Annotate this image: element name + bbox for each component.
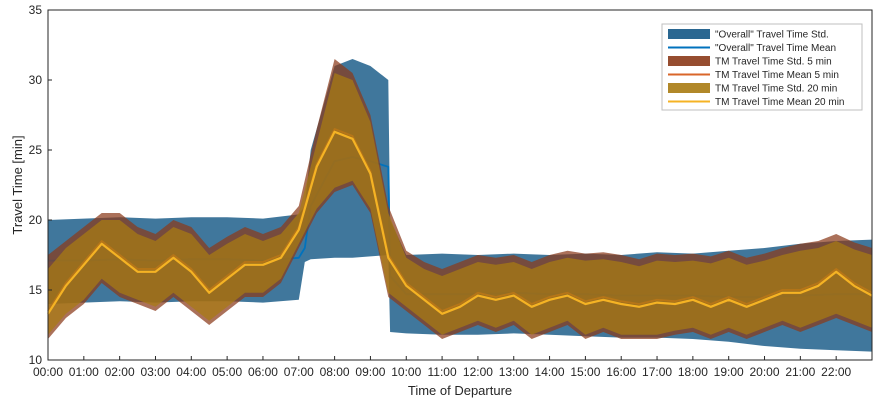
series-band-4 bbox=[48, 73, 872, 335]
legend-label: TM Travel Time Std. 20 min bbox=[715, 84, 837, 95]
legend-swatch bbox=[668, 56, 710, 66]
x-tick-label: 20:00 bbox=[750, 365, 780, 379]
y-tick-label: 15 bbox=[29, 283, 43, 297]
x-axis-title: Time of Departure bbox=[408, 383, 512, 398]
legend-swatch bbox=[668, 29, 710, 39]
x-tick-label: 11:00 bbox=[428, 365, 457, 379]
y-tick-label: 25 bbox=[29, 143, 43, 157]
legend-label: "Overall" Travel Time Std. bbox=[715, 30, 829, 41]
x-tick-label: 18:00 bbox=[678, 365, 708, 379]
x-tick-label: 17:00 bbox=[642, 365, 672, 379]
x-tick-label: 04:00 bbox=[176, 365, 206, 379]
x-tick-label: 12:00 bbox=[463, 365, 493, 379]
x-tick-label: 05:00 bbox=[212, 365, 242, 379]
x-tick-label: 14:00 bbox=[535, 365, 565, 379]
x-tick-label: 21:00 bbox=[785, 365, 815, 379]
x-tick-label: 08:00 bbox=[320, 365, 350, 379]
x-tick-label: 15:00 bbox=[570, 365, 600, 379]
x-tick-label: 07:00 bbox=[284, 365, 314, 379]
legend-label: TM Travel Time Mean 5 min bbox=[715, 70, 839, 81]
x-tick-label: 22:00 bbox=[821, 365, 851, 379]
x-tick-label: 00:00 bbox=[33, 365, 63, 379]
x-tick-label: 01:00 bbox=[69, 365, 99, 379]
x-tick-label: 06:00 bbox=[248, 365, 278, 379]
legend-items: "Overall" Travel Time Std. "Overall" Trav… bbox=[668, 29, 844, 108]
x-tick-label: 19:00 bbox=[714, 365, 744, 379]
y-axis-title: Travel Time [min] bbox=[10, 135, 25, 234]
y-tick-label: 30 bbox=[29, 73, 43, 87]
x-tick-label: 02:00 bbox=[105, 365, 135, 379]
axes-layer: 00:00 01:00 02:00 03:00 04:00 05:00 06:00 07:00… bbox=[29, 3, 873, 379]
legend-label: "Overall" Travel Time Mean bbox=[715, 43, 836, 54]
x-tick-label: 13:00 bbox=[499, 365, 529, 379]
axes-box bbox=[47, 9, 873, 361]
legend-label: TM Travel Time Std. 5 min bbox=[715, 57, 832, 68]
y-tick-label: 20 bbox=[29, 213, 43, 227]
x-tick-label: 03:00 bbox=[140, 365, 170, 379]
legend: "Overall" Travel Time Std. "Overall" Trav… bbox=[661, 23, 863, 111]
x-tick-label: 10:00 bbox=[391, 365, 421, 379]
y-tick-label: 10 bbox=[29, 353, 43, 367]
x-tick-label: 09:00 bbox=[355, 365, 385, 379]
y-tick-label: 35 bbox=[29, 3, 43, 17]
legend-label: TM Travel Time Mean 20 min bbox=[715, 97, 844, 108]
x-tick-label: 16:00 bbox=[606, 365, 636, 379]
legend-swatch bbox=[668, 83, 710, 93]
plot-layer bbox=[47, 59, 873, 352]
series-line-5 bbox=[47, 130, 873, 315]
